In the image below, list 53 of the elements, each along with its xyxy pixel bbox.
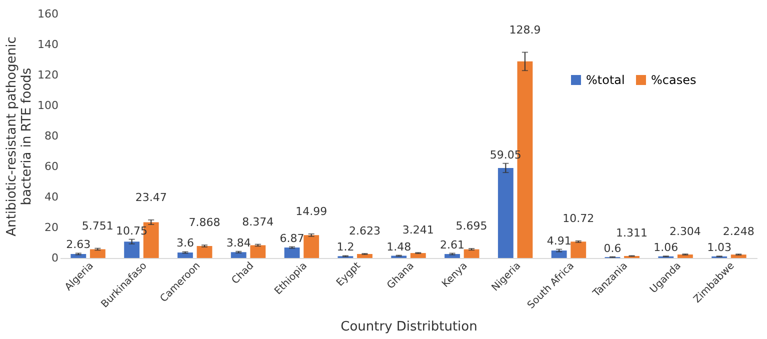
bar <box>570 242 586 258</box>
y-tick-label: 100 <box>38 99 58 112</box>
data-label: 5.695 <box>456 220 488 233</box>
data-label: 6.87 <box>280 232 304 245</box>
y-tick-label: 160 <box>38 8 58 20</box>
data-label: 2.304 <box>669 225 701 238</box>
legend-label: %total <box>586 73 625 87</box>
bar <box>304 235 320 258</box>
data-label: 5.751 <box>82 219 114 232</box>
data-label: 4.91 <box>546 234 572 248</box>
bar <box>70 254 86 258</box>
data-label: 1.48 <box>386 240 412 254</box>
y-tick-label: 0 <box>52 252 58 264</box>
legend-label: %cases <box>651 73 696 87</box>
data-label: 3.84 <box>226 236 251 250</box>
data-label: 2.248 <box>722 225 754 238</box>
bar <box>124 242 140 258</box>
x-axis-title: Country Distribtution <box>340 320 478 335</box>
y-tick-label: 140 <box>38 38 58 51</box>
bar <box>178 252 193 258</box>
bar <box>357 254 372 258</box>
data-label: 2.63 <box>66 238 91 252</box>
data-label: 128.9 <box>509 23 541 36</box>
data-label: 0.6 <box>604 242 622 255</box>
data-label: 1.2 <box>336 240 354 254</box>
bar <box>250 245 266 258</box>
y-tick-label: 20 <box>44 221 58 234</box>
data-label: 1.06 <box>654 241 678 254</box>
data-label: 7.868 <box>188 216 220 230</box>
data-label: 3.6 <box>176 236 194 250</box>
y-tick-label: 120 <box>38 68 58 82</box>
data-label: 8.374 <box>242 215 274 228</box>
data-label: 3.241 <box>402 224 434 237</box>
y-tick-label: 80 <box>44 130 58 142</box>
y-tick-label: 60 <box>44 160 58 173</box>
y-tick-label: 40 <box>44 190 58 204</box>
data-label: 10.72 <box>562 212 594 225</box>
data-label: 14.99 <box>296 204 328 218</box>
bar <box>677 254 693 258</box>
data-label: 2.623 <box>348 224 380 238</box>
bar <box>196 246 212 258</box>
data-label: 2.61 <box>440 238 465 252</box>
bar <box>284 248 300 258</box>
bar <box>464 249 480 258</box>
bar <box>90 249 106 258</box>
data-label: 1.311 <box>616 226 648 240</box>
data-label: 1.03 <box>707 241 732 254</box>
bar <box>498 168 514 258</box>
y-axis-title: Antibiotic-resistant pathogenic bacteria in RTE foods <box>4 36 35 236</box>
bar <box>551 250 567 258</box>
data-label: 23.47 <box>135 190 167 204</box>
bar <box>410 253 426 258</box>
bar <box>230 252 246 258</box>
